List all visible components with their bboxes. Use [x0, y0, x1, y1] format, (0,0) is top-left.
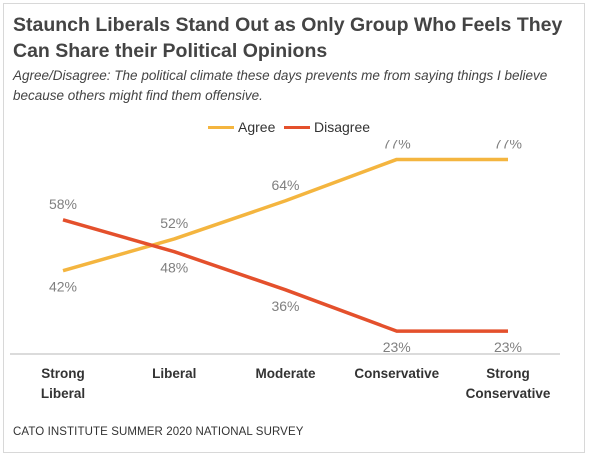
legend: Agree Disagree	[0, 117, 592, 139]
category-label-4: Strong Conservative	[466, 366, 551, 401]
data-label-agree-4: 77%	[494, 140, 522, 151]
data-label-disagree-1: 48%	[160, 260, 188, 276]
line-chart: 42% 52% 64% 77% 77% 58% 48% 36% 23% 23% Strong Libe…	[10, 140, 560, 401]
category-label-line: Liberal	[152, 366, 196, 381]
category-label-1: Liberal	[152, 366, 196, 381]
data-label-disagree-4: 23%	[494, 339, 522, 355]
category-label-line: Strong	[486, 366, 530, 381]
legend-swatch-agree	[208, 125, 234, 129]
category-label-2: Moderate	[255, 366, 316, 381]
legend-swatch-disagree	[284, 125, 310, 129]
chart-subtitle: Agree/Disagree: The political climate th…	[13, 68, 548, 103]
category-label-line: Strong	[41, 366, 85, 381]
data-label-agree-1: 52%	[160, 215, 188, 231]
series-line-disagree	[62, 218, 508, 333]
data-label-disagree-3: 23%	[383, 339, 411, 355]
category-label-line: Moderate	[255, 366, 316, 381]
legend-label-disagree: Disagree	[314, 119, 371, 135]
legend-label-agree: Agree	[238, 119, 276, 135]
chart-frame	[3, 3, 585, 453]
data-label-disagree-0: 58%	[49, 196, 77, 212]
series-line-agree	[62, 157, 508, 273]
category-label-3: Conservative	[354, 366, 439, 381]
category-label-line: Liberal	[41, 386, 85, 401]
source-footer: CATO INSTITUTE SUMMER 2020 NATIONAL SURV…	[13, 426, 304, 438]
legend-item-disagree: Disagree	[284, 117, 370, 137]
chart-title: Staunch Liberals Stand Out as Only Group…	[13, 14, 563, 62]
legend-item-agree: Agree	[208, 117, 275, 137]
category-label-0: Strong Liberal	[41, 366, 85, 401]
data-label-disagree-2: 36%	[271, 298, 299, 314]
category-label-line: Conservative	[466, 386, 551, 401]
data-label-agree-0: 42%	[49, 279, 77, 295]
category-label-line: Conservative	[354, 366, 439, 381]
data-label-agree-3: 77%	[383, 140, 411, 151]
data-label-agree-2: 64%	[271, 177, 299, 193]
